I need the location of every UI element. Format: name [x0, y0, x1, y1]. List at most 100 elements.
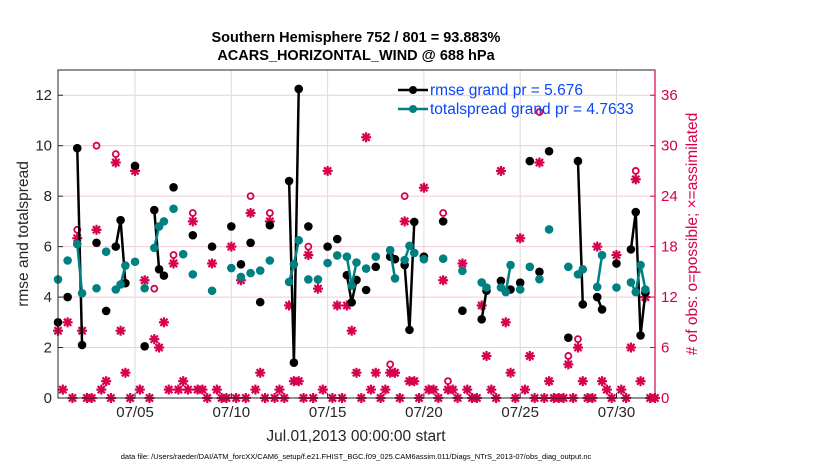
rmse-point: [72, 143, 82, 153]
obs-assimilated-marker: [524, 350, 535, 361]
totalspread-point: [332, 251, 342, 260]
y-axis-right-label: # of obs: o=possible; ×=assimilated: [684, 113, 701, 356]
rmse-line-segment: [480, 290, 488, 320]
rmse-point: [371, 262, 381, 272]
totalspread-point: [597, 250, 607, 260]
obs-assimilated-marker: [481, 350, 492, 361]
obs-assimilated-marker: [399, 216, 410, 227]
obs-assimilated-marker: [495, 165, 506, 176]
rmse-point: [636, 331, 645, 340]
obs-assimilated-marker: [96, 384, 107, 395]
totalspread-point: [188, 270, 198, 279]
totalspread-point: [347, 281, 356, 291]
rmse-point: [304, 222, 313, 231]
totalspread-point: [284, 277, 294, 287]
y-right-tick-label: 36: [661, 87, 678, 104]
obs-assimilated-marker: [601, 384, 612, 395]
totalspread-point: [641, 285, 650, 294]
rmse-point: [438, 217, 448, 226]
obs-assimilated-marker: [322, 165, 333, 176]
obs-assimilated-marker: [62, 317, 73, 328]
rmse-point: [405, 325, 414, 335]
obs-assimilated-marker: [486, 384, 497, 395]
x-tick-label: 07/10: [213, 404, 251, 421]
obs-assimilated-marker: [134, 384, 145, 395]
totalspread-point: [405, 241, 414, 251]
obs-assimilated-marker: [293, 376, 304, 387]
obs-possible-marker: [535, 108, 544, 116]
obs-assimilated-marker: [163, 384, 174, 395]
rmse-point: [92, 238, 101, 248]
rmse-line-segment: [639, 292, 647, 336]
obs-possible-marker: [188, 209, 197, 217]
totalspread-point: [63, 256, 72, 265]
rmse-line-segment: [292, 88, 300, 363]
obs-assimilated-marker: [91, 224, 102, 235]
y-tick-label: 0: [44, 390, 52, 407]
totalspread-line-segment: [76, 243, 84, 294]
obs-assimilated-marker: [409, 376, 420, 387]
rmse-point: [347, 298, 356, 307]
rmse-point: [626, 245, 636, 254]
legend-totalspread-label: totalspread grand pr = 4.7633: [430, 101, 634, 118]
rmse-point: [246, 238, 255, 248]
rmse-point: [77, 340, 87, 350]
totalspread-point: [385, 245, 395, 255]
obs-possible-marker: [246, 192, 255, 201]
totalspread-point: [400, 255, 409, 265]
obs-assimilated-marker: [500, 317, 511, 328]
rmse-point: [597, 305, 607, 314]
obs-assimilated-marker: [390, 367, 401, 378]
rmse-point: [207, 242, 217, 251]
totalspread-point: [140, 283, 149, 293]
obs-assimilated-marker: [154, 342, 165, 353]
obs-assimilated-marker: [158, 317, 169, 328]
rmse-point: [63, 292, 72, 302]
obs-possible-marker: [111, 150, 120, 159]
obs-assimilated-marker: [592, 241, 603, 252]
totalspread-point: [342, 252, 352, 262]
rmse-point: [140, 341, 149, 351]
rmse-point: [323, 242, 332, 251]
rmse-line-segment: [408, 221, 416, 330]
obs-assimilated-marker: [625, 342, 636, 353]
obs-assimilated-marker: [332, 300, 343, 311]
obs-assimilated-marker: [245, 207, 256, 218]
totalspread-line-segment: [345, 256, 353, 286]
y-tick-label: 4: [44, 289, 52, 306]
rmse-point: [631, 207, 641, 217]
obs-assimilated-marker: [438, 275, 449, 286]
data-marks: [53, 84, 660, 403]
x-tick-label: 07/15: [309, 404, 347, 421]
totalspread-point: [294, 236, 304, 245]
rmse-point: [592, 292, 602, 302]
y-tick-label: 10: [35, 138, 52, 155]
obs-assimilated-marker: [173, 384, 184, 395]
rmse-point: [154, 265, 164, 274]
rmse-point: [525, 156, 535, 166]
rmse-point: [515, 278, 525, 287]
obs-possible-marker: [444, 377, 452, 386]
obs-assimilated-marker: [563, 359, 574, 370]
totalspread-point: [525, 262, 535, 272]
totalspread-point: [612, 283, 621, 292]
obs-assimilated-marker: [187, 216, 198, 227]
legend-rmse-label: rmse grand pr = 5.676: [430, 82, 583, 99]
totalspread-line-segment: [504, 264, 512, 293]
obs-assimilated-marker: [351, 367, 362, 378]
y-right-tick-label: 24: [661, 188, 678, 205]
totalspread-point: [419, 254, 429, 264]
totalspread-point: [159, 217, 169, 226]
totalspread-point: [178, 249, 188, 259]
totalspread-point: [438, 254, 448, 264]
totalspread-point: [578, 265, 588, 274]
obs-assimilated-marker: [274, 384, 285, 395]
rmse-point: [496, 276, 506, 286]
totalspread-point: [564, 262, 573, 272]
rmse-point: [169, 183, 178, 192]
rmse-point: [564, 333, 573, 342]
obs-assimilated-marker: [303, 250, 314, 261]
rmse-point: [332, 234, 342, 244]
rmse-point: [544, 146, 554, 156]
